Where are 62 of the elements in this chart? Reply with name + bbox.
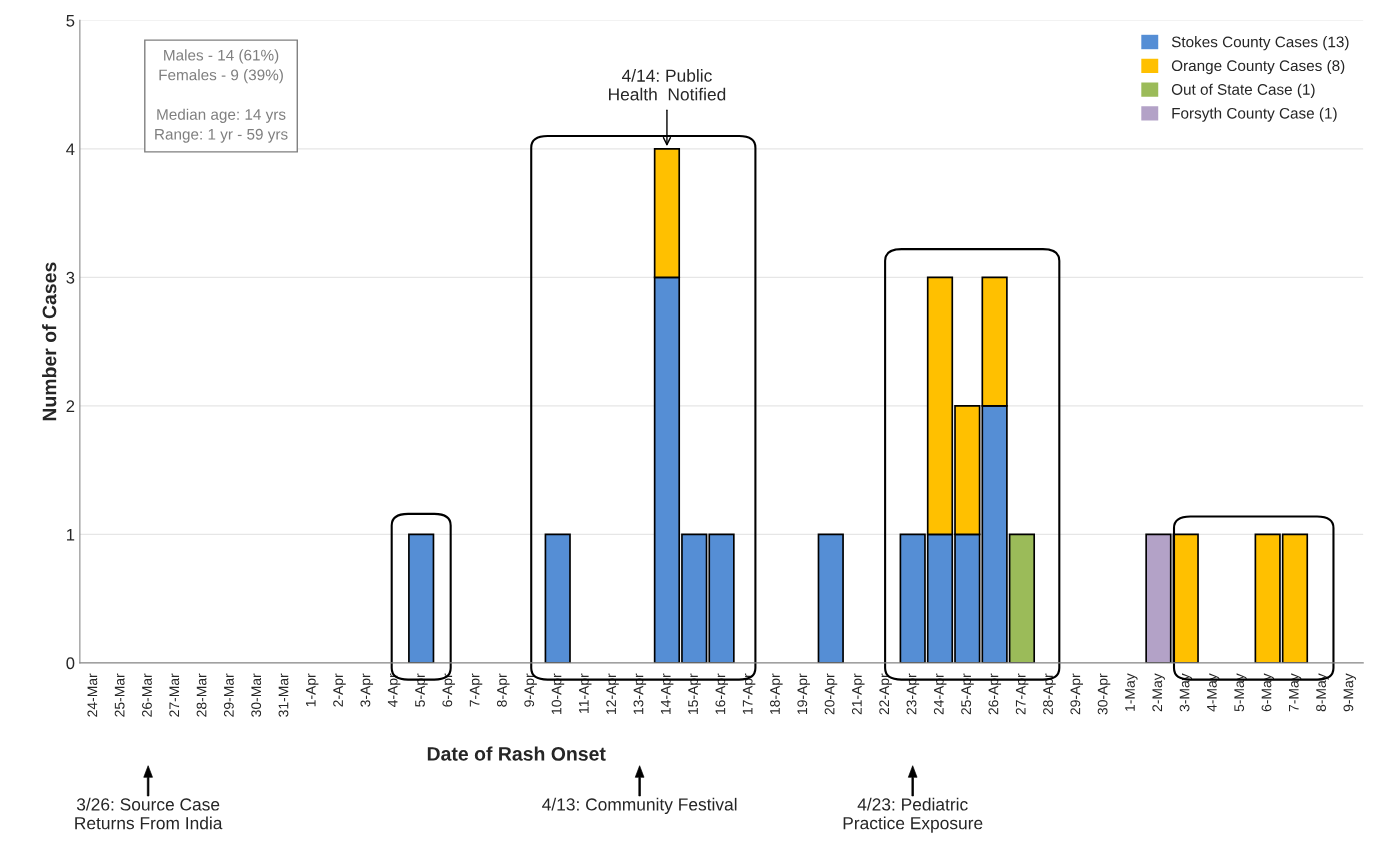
x-tick-label: 22-Apr	[879, 673, 892, 715]
x-tick-label: 31-Mar	[278, 673, 289, 717]
x-tick-label: 7-May	[1289, 673, 1302, 712]
x-tick-label: 9-Apr	[524, 673, 537, 707]
bar	[817, 533, 844, 663]
x-tick-label: 26-Mar	[142, 673, 152, 717]
text: 4/13: Community Festival	[542, 797, 737, 815]
legend-label: Orange County Cases (8)	[1171, 59, 1345, 75]
x-tick-label: 5-May	[1234, 673, 1247, 712]
y-tick-label: 2	[66, 400, 75, 412]
legend-label: Forsyth County Case (1)	[1172, 107, 1337, 122]
x-tick-label: 30-Apr	[1097, 673, 1111, 715]
x-tick-label: 9-May	[1343, 673, 1357, 712]
y-tick-label: 3	[66, 271, 75, 284]
x-tick-label: 20-Apr	[824, 673, 838, 715]
x-tick-label: 8-Apr	[497, 673, 510, 707]
x-tick-label: 2-Apr	[333, 673, 346, 707]
x-tick-label: 4-Apr	[387, 673, 401, 707]
x-tick-label: 21-Apr	[851, 673, 865, 715]
text: 3/26: Source Case Returns From India	[75, 797, 223, 830]
x-tick-label: 29-Apr	[1070, 673, 1083, 715]
x-tick-label: 1-May	[1125, 673, 1138, 711]
x-tick-label: 15-Apr	[688, 673, 701, 714]
x-tick-label: 3-May	[1179, 673, 1193, 712]
y-tick-label: 0	[66, 657, 75, 670]
legend-label: Stokes County Cases (13)	[1171, 36, 1349, 51]
y-tick-label: 4	[66, 143, 75, 155]
x-tick-label: 28-Mar	[196, 673, 207, 717]
x-tick-label: 7-Apr	[469, 673, 483, 707]
x-tick-label: 3-Apr	[360, 673, 374, 707]
x-tick-label: 6-Apr	[442, 673, 455, 707]
x-tick-label: 30-Mar	[251, 673, 262, 717]
x-tick-label: 25-Apr	[961, 673, 974, 715]
text: 4/23: Pediatric Practice Exposure	[843, 797, 983, 833]
x-tick-label: 24-Apr	[933, 673, 947, 715]
x-tick-label: 2-May	[1152, 673, 1165, 712]
x-tick-label: 29-Mar	[223, 673, 234, 717]
x-axis-title: Date of Rash Onset	[427, 746, 606, 761]
x-tick-label: 17-Apr	[742, 673, 756, 714]
x-tick-label: 25-Mar	[114, 673, 125, 717]
bar	[408, 533, 435, 663]
x-tick-label: 1-Apr	[306, 673, 319, 707]
x-tick-label: 24-Mar	[87, 673, 98, 717]
annotation: 4/14: Public Health Notified	[609, 69, 726, 101]
x-tick-label: 19-Apr	[797, 673, 810, 714]
x-tick-label: 18-Apr	[770, 673, 783, 714]
x-tick-label: 4-May	[1207, 673, 1220, 712]
x-tick-label: 23-Apr	[906, 673, 920, 715]
x-tick-label: 12-Apr	[606, 673, 619, 714]
text: Males - 14 (61%) Females - 9 (39%) Median age: 14 yrs Range: 1 yr - 59 yrs	[155, 49, 288, 143]
x-tick-label: 8-May	[1316, 673, 1329, 712]
x-tick-label: 14-Apr	[660, 673, 674, 714]
y-axis-title: Number of Cases	[42, 262, 57, 421]
bar	[544, 533, 571, 663]
x-tick-label: 11-Apr	[579, 673, 592, 713]
x-tick-label: 27-Mar	[169, 673, 180, 717]
x-tick-label: 10-Apr	[551, 673, 565, 714]
x-tick-label: 6-May	[1261, 673, 1275, 712]
y-tick-label: 5	[66, 15, 75, 27]
legend-label: Out of State Case (1)	[1171, 83, 1315, 98]
x-tick-label: 28-Apr	[1043, 673, 1056, 715]
y-tick-label: 1	[67, 529, 75, 541]
